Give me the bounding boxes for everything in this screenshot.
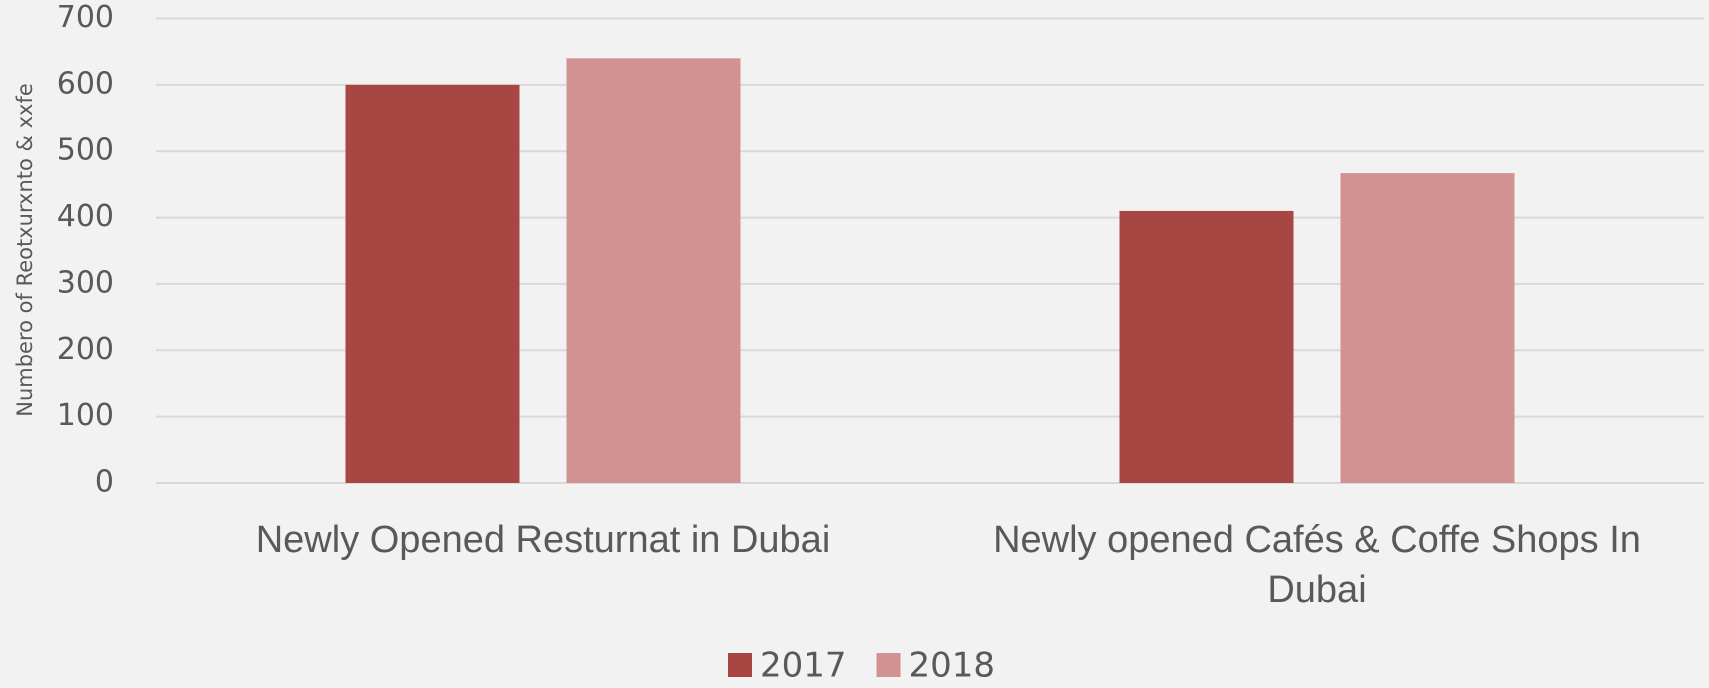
legend-swatch — [728, 653, 752, 677]
y-tick-label: 0 — [95, 465, 114, 500]
y-tick-label: 100 — [57, 398, 114, 433]
bar — [1119, 210, 1294, 483]
bar — [1340, 173, 1515, 484]
x-tick-label: Newly Opened Resturnat in Dubai — [255, 519, 831, 561]
y-tick-label: 700 — [57, 0, 114, 35]
y-tick-label: 400 — [57, 199, 114, 234]
y-tick-label: 500 — [57, 133, 114, 168]
y-axis-label: Numbero of Reotxurxnto & xxfe — [13, 83, 37, 417]
legend-label: 2018 — [909, 646, 996, 686]
bar — [566, 58, 741, 484]
legend-swatch — [876, 653, 901, 677]
y-tick-label: 200 — [57, 332, 114, 367]
bar — [345, 84, 520, 483]
y-tick-label: 300 — [57, 265, 114, 300]
y-tick-label: 600 — [57, 66, 114, 101]
x-tick-label: Newly opened Cafés & Coffe Shops In Duba… — [993, 519, 1641, 611]
legend-label: 2017 — [760, 646, 847, 686]
